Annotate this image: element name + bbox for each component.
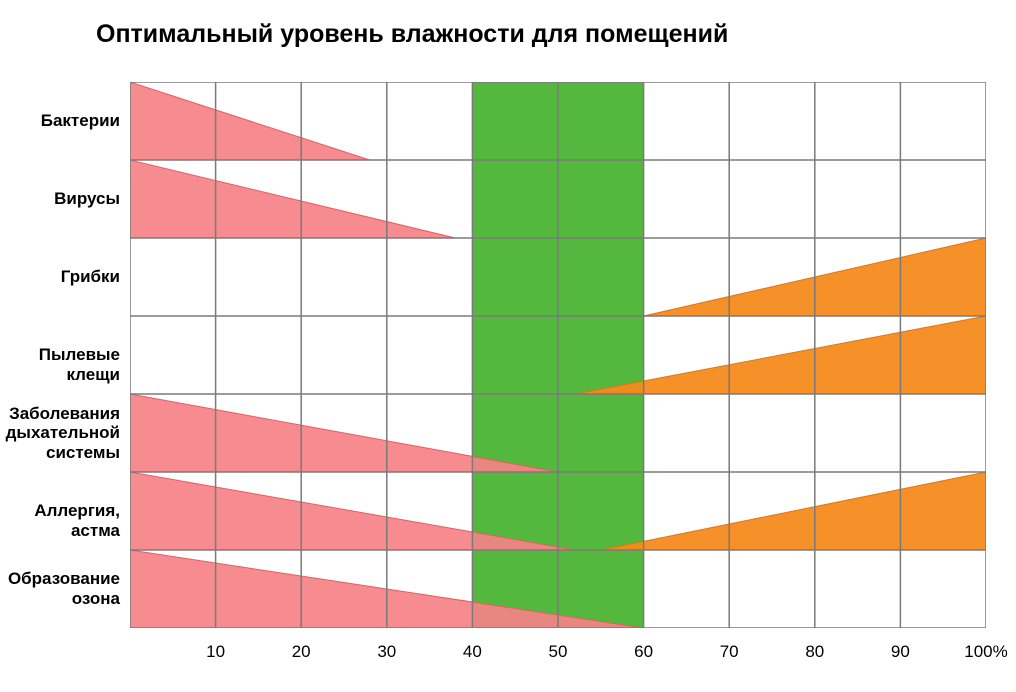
row-label: Пылевые клещи — [2, 345, 120, 384]
x-tick-label: 10 — [191, 642, 241, 662]
chart-svg — [130, 82, 986, 628]
x-tick-label: 40 — [447, 642, 497, 662]
chart-title: Оптимальный уровень влажности для помеще… — [96, 20, 728, 49]
x-tick-label: 20 — [276, 642, 326, 662]
row-label: Аллергия, астма — [2, 501, 120, 540]
row-label: Вирусы — [2, 189, 120, 209]
page: Оптимальный уровень влажности для помеще… — [0, 0, 1016, 692]
x-tick-label: 80 — [790, 642, 840, 662]
row-label: Бактерии — [2, 111, 120, 131]
x-tick-label: 30 — [362, 642, 412, 662]
row-label: Образованиеозона — [2, 569, 120, 608]
row-label: Грибки — [2, 267, 120, 287]
x-tick-label: 50 — [533, 642, 583, 662]
x-tick-label: 60 — [619, 642, 669, 662]
x-tick-label: 90 — [875, 642, 925, 662]
row-label: Заболеваниядыхательнойсистемы — [2, 404, 120, 463]
chart-area — [130, 82, 986, 628]
x-tick-label: 100% — [961, 642, 1011, 662]
x-tick-label: 70 — [704, 642, 754, 662]
